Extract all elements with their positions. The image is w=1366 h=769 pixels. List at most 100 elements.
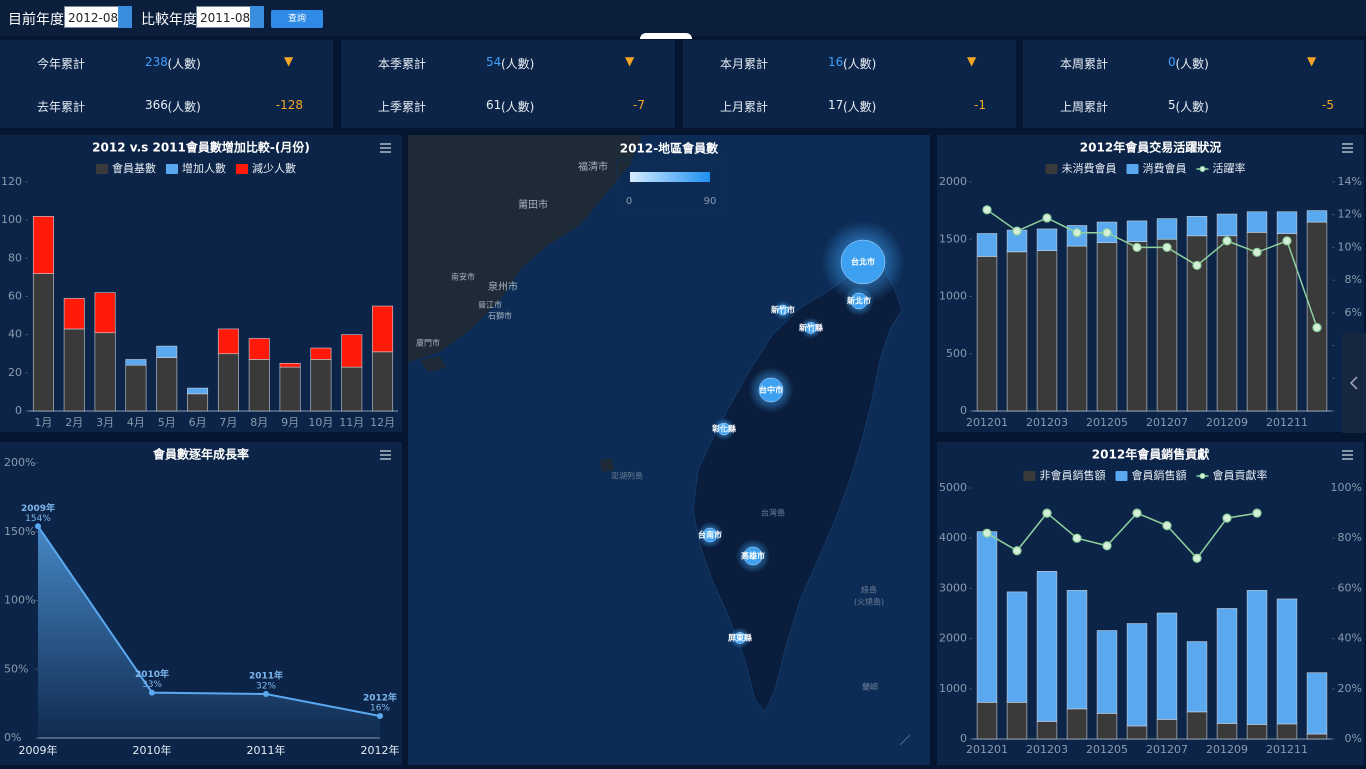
bar [125, 364, 147, 412]
date-input[interactable]: 2011-08 [196, 6, 264, 28]
y-tick-label: 3000 [939, 581, 967, 594]
line-point [1192, 260, 1202, 271]
map-label: (火燒島) [854, 597, 884, 607]
kpi-unit: (人數) [1175, 100, 1209, 114]
bar [1066, 245, 1088, 412]
value-label: 32% [256, 682, 276, 692]
bar [1126, 725, 1148, 740]
legend-marker [1045, 164, 1058, 174]
x-tick-label: 11月 [339, 416, 364, 429]
bar [1096, 630, 1118, 714]
bar [187, 393, 209, 412]
line-point [1132, 242, 1142, 253]
kpi-trend: ▼ [625, 54, 635, 68]
query-button[interactable]: 查詢 [271, 10, 323, 28]
legend-label: 活躍率 [1213, 161, 1246, 175]
map-label: 晉江市 [478, 300, 502, 310]
line [986, 512, 1258, 560]
y-tick-label: 4000 [939, 531, 967, 544]
bar [341, 334, 363, 368]
map-label: 莆田市 [518, 198, 548, 211]
collapse-tab[interactable] [640, 33, 692, 39]
legend-label: 會員貢獻率 [1213, 468, 1268, 482]
island [420, 356, 614, 472]
y-tick-label: 20 [8, 366, 22, 379]
line-point [1102, 541, 1112, 551]
y2-tick-label: 40% [1338, 632, 1362, 645]
kpi-label: 本周累計 [1060, 57, 1109, 71]
bubble-label: 高雄市 [741, 551, 765, 561]
visual-map-max: 90 [704, 196, 717, 207]
line-point [1102, 228, 1112, 238]
visual-map-bar [630, 172, 710, 182]
line-point [1012, 226, 1022, 236]
bubble-label: 新竹市 [771, 305, 795, 315]
legend-label: 消費會員 [1143, 161, 1187, 175]
line-point [1162, 521, 1172, 531]
side-tab[interactable] [1342, 333, 1366, 433]
bar [310, 359, 332, 412]
bar [63, 298, 85, 330]
line-point [1042, 213, 1052, 223]
calendar-icon[interactable] [118, 6, 132, 28]
kpi-diff: -1 [974, 98, 986, 112]
kpi-diff: -5 [1322, 98, 1334, 112]
bar [1156, 612, 1178, 720]
y2-tick-label: 14% [1338, 175, 1362, 188]
bar [1126, 220, 1148, 242]
legend-marker [96, 164, 108, 174]
map-label: 蘭嶼 [862, 682, 878, 692]
bar [976, 531, 998, 703]
x-tick-label: 8月 [250, 416, 268, 429]
bar [976, 233, 998, 257]
bar [279, 362, 301, 368]
bar [248, 338, 270, 360]
y-tick-label: 150% [4, 525, 35, 538]
y-tick-label: 100% [4, 594, 35, 607]
bar [1096, 242, 1118, 412]
date-input[interactable]: 2012-08 [64, 6, 132, 28]
bar [1156, 218, 1178, 240]
kpi-unit: (人數) [167, 57, 201, 71]
point [263, 691, 269, 697]
bubble-label: 台北市 [851, 257, 875, 267]
x-tick-label: 7月 [219, 416, 237, 429]
chart: 0%50%100%150%200%2009年154%2009年2010年33%2… [4, 447, 400, 758]
bar [976, 702, 998, 740]
bubble [850, 292, 868, 310]
y2-tick-label: 60% [1338, 581, 1362, 594]
bar [94, 292, 116, 334]
bar [32, 273, 54, 412]
bar [1216, 213, 1238, 237]
bubble-label: 台南市 [698, 530, 722, 540]
bar [1306, 672, 1328, 735]
line-point [1042, 508, 1052, 518]
line [37, 525, 381, 717]
legend-label: 會員基數 [112, 161, 156, 175]
bar [1246, 590, 1268, 725]
legend-marker [1199, 166, 1206, 172]
x-tick-label: 201207 [1146, 743, 1188, 756]
x-tick-label: 201211 [1266, 743, 1308, 756]
bar [279, 366, 301, 412]
y-tick-label: 0 [960, 732, 967, 745]
bar [248, 359, 270, 412]
y2-tick-label: 12% [1338, 208, 1362, 221]
x-tick-label: 5月 [158, 416, 176, 429]
kpi-diff: -128 [275, 98, 303, 112]
bar [372, 351, 394, 412]
bar [1066, 590, 1088, 710]
chart: 0 20 40 60 80 100 120 1月 2月 3月 4月 5月 6月 7月 8月 9月 10月 11月 1… [1, 140, 398, 429]
map-label: 綠島 [861, 585, 877, 595]
calendar-icon[interactable] [250, 6, 264, 28]
x-tick-label: 3月 [96, 416, 114, 429]
legend-marker [1115, 471, 1128, 481]
filter-label: 比較年度 [141, 12, 197, 28]
bar [125, 359, 147, 366]
panel: 0% 50% 100% 150% 200% 2009年 154% 2009年 2010年 33% 2… [0, 442, 402, 765]
bar [1066, 708, 1088, 740]
bar [217, 328, 239, 355]
kpi-label: 去年累計 [37, 100, 86, 114]
bubble-label: 彰化縣 [712, 424, 736, 434]
